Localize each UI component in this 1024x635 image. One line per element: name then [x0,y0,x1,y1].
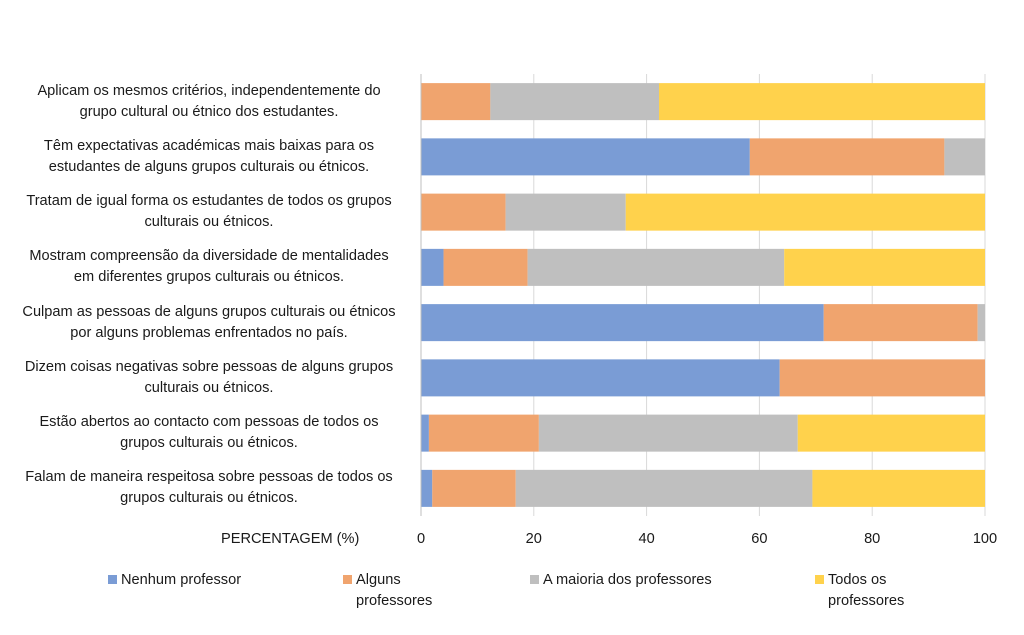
category-label-line: Mostram compreensão da diversidade de me… [29,248,389,265]
bar-segment-a-maioria-dos-professores [490,83,660,121]
bar-segment-alguns-professores [779,359,985,397]
category-label-line: grupo cultural ou étnico dos estudantes. [79,103,339,120]
bar-segment-todos-os-professores [625,193,985,231]
x-tick-label: 100 [972,531,998,547]
bar-segment-alguns-professores [421,83,491,121]
legend-label: Todos os professores [828,572,905,609]
bar-segment-nenhum-professor [421,414,429,452]
legend-swatch [343,575,352,584]
bar-segment-todos-os-professores [812,469,985,507]
category-label-line: Estão abertos ao contacto com pessoas de… [39,414,379,431]
bar-segment-alguns-professores [823,304,978,342]
category-label: Tratam de igual forma os estudantes de t… [4,191,414,233]
category-label-line: Falam de maneira respeitosa sobre pessoa… [25,469,393,486]
category-label-line: em diferentes grupos culturais ou étnico… [73,269,345,286]
bar-segment-todos-os-professores [797,414,985,452]
bar-segment-nenhum-professor [421,359,780,397]
category-label-line: Têm expectativas académicas mais baixas … [43,137,375,154]
category-label: Dizem coisas negativas sobre pessoas de … [4,357,414,399]
category-label-line: culturais ou étnicos. [144,379,274,396]
legend-label: A maioria dos professores [543,572,712,588]
x-tick-label: 80 [864,531,881,547]
x-tick-label: 0 [416,531,426,547]
category-label-line: grupos culturais ou étnicos. [120,490,298,507]
category-label: Têm expectativas académicas mais baixas … [4,136,414,178]
bar-segment-a-maioria-dos-professores [977,304,985,342]
bar-segment-nenhum-professor [421,138,750,176]
bar-segment-alguns-professores [749,138,945,176]
category-label-line: Dizem coisas negativas sobre pessoas de … [24,358,394,375]
bar-segment-alguns-professores [428,414,539,452]
category-label: Mostram compreensão da diversidade de me… [4,246,414,288]
bar-segment-nenhum-professor [421,304,824,342]
legend-swatch [108,575,117,584]
category-label-line: culturais ou étnicos. [144,214,274,231]
legend-swatch [530,575,539,584]
bar-segment-a-maioria-dos-professores [527,248,785,286]
bar-segment-a-maioria-dos-professores [538,414,798,452]
x-tick-label: 60 [751,531,768,547]
bars [421,83,985,507]
category-label-line: Aplicam os mesmos critérios, independent… [37,82,381,99]
category-label: Culpam as pessoas de alguns grupos cultu… [4,302,414,344]
bar-segment-todos-os-professores [784,248,985,286]
bar-segment-alguns-professores [421,193,506,231]
x-tick-label: 20 [525,531,542,547]
legend-swatch [815,575,824,584]
category-label-line: Culpam as pessoas de alguns grupos cultu… [22,303,396,320]
bar-segment-a-maioria-dos-professores [505,193,626,231]
category-label: Falam de maneira respeitosa sobre pessoa… [4,467,414,509]
category-label-line: grupos culturais ou étnicos. [120,435,298,452]
legend-label: Alguns professores [356,572,433,609]
category-label: Estão abertos ao contacto com pessoas de… [4,412,414,454]
category-label-line: Tratam de igual forma os estudantes de t… [26,193,392,210]
legend-label: Nenhum professor [121,572,242,588]
bar-segment-alguns-professores [432,469,516,507]
x-axis-title: PERCENTAGEM (%) [221,531,360,547]
bar-segment-nenhum-professor [421,469,433,507]
bar-segment-todos-os-professores [659,83,985,121]
x-tick-label: 40 [638,531,655,547]
bar-segment-alguns-professores [443,248,528,286]
category-label-line: estudantes de alguns grupos culturais ou… [48,158,370,175]
bar-segment-nenhum-professor [421,248,444,286]
category-label-line: por alguns problemas enfrentados no país… [70,324,348,341]
category-label: Aplicam os mesmos critérios, independent… [4,81,414,123]
bar-segment-a-maioria-dos-professores [944,138,985,176]
bar-segment-a-maioria-dos-professores [515,469,813,507]
